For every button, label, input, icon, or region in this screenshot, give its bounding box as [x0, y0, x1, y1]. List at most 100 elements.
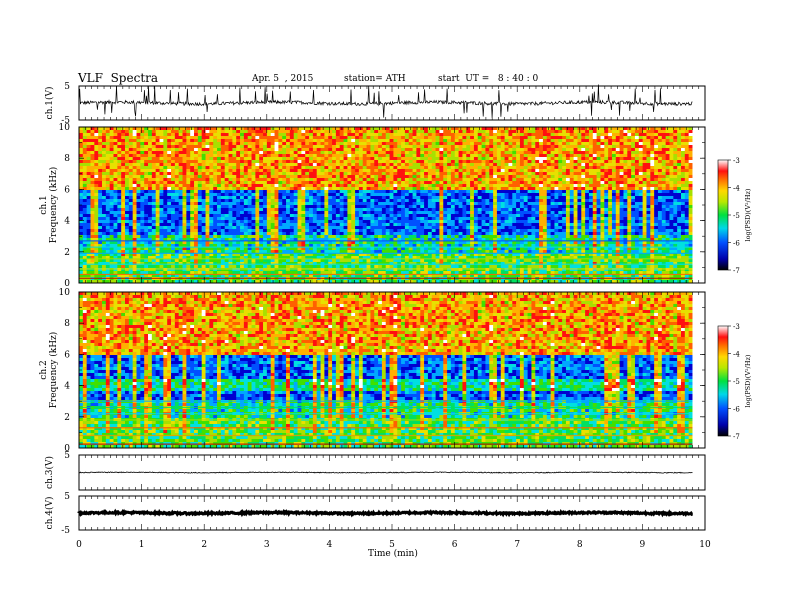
spectrogram-cell	[493, 214, 498, 218]
spectrogram-cell	[481, 157, 486, 161]
spectrogram-cell	[389, 175, 394, 179]
spectrogram-cell	[286, 187, 291, 191]
spectrogram-cell	[550, 211, 555, 215]
spectrogram-cell	[619, 157, 624, 161]
spectrogram-cell	[600, 166, 605, 170]
spectrogram-cell	[680, 178, 686, 182]
spectrogram-cell	[94, 196, 99, 200]
spectrogram-cell	[470, 163, 475, 167]
spectrogram-cell	[420, 199, 425, 203]
spectrogram-cell	[286, 148, 291, 152]
spectrogram-cell	[278, 190, 283, 194]
spectrogram-cell	[82, 157, 88, 161]
spectrogram-cell	[339, 184, 344, 188]
spectrogram-cell	[496, 145, 502, 149]
spectrogram-cell	[293, 208, 298, 212]
spectrogram-cell	[424, 205, 429, 209]
spectrogram-cell	[86, 184, 91, 188]
spectrogram-cell	[577, 187, 582, 191]
spectrogram-cell	[197, 160, 203, 164]
spectrogram-cell	[385, 169, 390, 173]
spectrogram-cell	[677, 139, 682, 143]
spectrogram-cell	[665, 160, 670, 164]
spectrogram-cell	[366, 160, 371, 164]
spectrogram-cell	[573, 196, 578, 200]
spectrogram-cell	[485, 151, 490, 155]
spectrogram-cell	[228, 136, 233, 140]
spectrogram-cell	[516, 148, 521, 152]
spectrogram-cell	[535, 211, 540, 215]
spectrogram-cell	[404, 199, 410, 203]
spectrogram-cell	[144, 130, 149, 134]
spectrogram-cell	[228, 142, 233, 146]
spectrogram-cell	[523, 136, 528, 140]
spectrogram-cell	[554, 199, 559, 203]
spectrogram-cell	[470, 160, 475, 164]
spectrogram-cell	[397, 133, 402, 137]
spectrogram-cell	[113, 169, 118, 173]
spectrogram-cell	[121, 208, 126, 212]
spectrogram-cell	[220, 211, 226, 215]
spectrogram-cell	[531, 154, 536, 158]
spectrogram-cell	[562, 187, 567, 191]
spectrogram-cell	[500, 193, 505, 197]
spectrogram-cell	[600, 157, 605, 161]
spectrogram-cell	[213, 127, 218, 131]
spectrogram-cell	[569, 172, 575, 176]
spectrogram-cell	[197, 154, 203, 158]
spectrogram-cell	[274, 163, 279, 167]
spectrogram-cell	[324, 166, 329, 170]
spectrogram-cell	[585, 202, 590, 206]
spectrogram-cell	[339, 166, 344, 170]
spectrogram-cell	[90, 145, 95, 149]
spectrogram-cell	[623, 163, 628, 167]
spectrogram-cell	[94, 148, 99, 152]
spectrogram-cell	[301, 136, 306, 140]
spectrogram-cell	[144, 142, 149, 146]
spectrogram-cell	[420, 139, 425, 143]
spectrogram-cell	[485, 148, 490, 152]
spectrogram-cell	[263, 154, 268, 158]
spectrogram-cell	[201, 178, 206, 182]
spectrogram-cell	[631, 178, 636, 182]
spectrogram-cell	[450, 157, 456, 161]
spectrogram-cell	[312, 169, 318, 173]
spectrogram-cell	[542, 157, 548, 161]
spectrogram-cell	[684, 139, 690, 143]
spectrogram-cell	[332, 172, 337, 176]
spectrogram-cell	[209, 202, 214, 206]
spectrogram-cell	[565, 199, 571, 203]
spectrogram-cell	[86, 136, 91, 140]
spectrogram-cell	[516, 166, 521, 170]
spectrogram-cell	[424, 142, 429, 146]
spectrogram-cell	[90, 196, 95, 200]
spectrogram-cell	[638, 172, 644, 176]
spectrogram-cell	[401, 139, 406, 143]
spectrogram-cell	[554, 196, 559, 200]
spectrogram-cell	[236, 166, 241, 170]
spectrogram-cell	[182, 184, 187, 188]
spectrogram-cell	[619, 199, 624, 203]
spectrogram-cell	[485, 199, 490, 203]
spectrogram-cell	[209, 181, 214, 185]
spectrogram-cell	[684, 130, 690, 134]
spectrogram-cell	[611, 139, 617, 143]
spectrogram-cell	[293, 211, 298, 215]
spectrogram-cell	[197, 184, 203, 188]
spectrogram-cell	[393, 205, 398, 209]
spectrogram-cell	[312, 202, 318, 206]
spectrogram-cell	[381, 184, 387, 188]
spectrogram-cell	[328, 142, 333, 146]
spectrogram-cell	[236, 130, 241, 134]
spectrogram-cell	[324, 187, 329, 191]
spectrogram-cell	[466, 178, 471, 182]
spectrogram-cell	[228, 187, 233, 191]
spectrogram-cell	[669, 211, 674, 215]
spectrogram-cell	[427, 184, 433, 188]
spectrogram-cell	[190, 139, 195, 143]
spectrogram-cell	[523, 175, 528, 179]
spectrogram-cell	[243, 157, 249, 161]
spectrogram-cell	[585, 193, 590, 197]
spectrogram-cell	[638, 130, 644, 134]
spectrogram-cell	[228, 193, 233, 197]
